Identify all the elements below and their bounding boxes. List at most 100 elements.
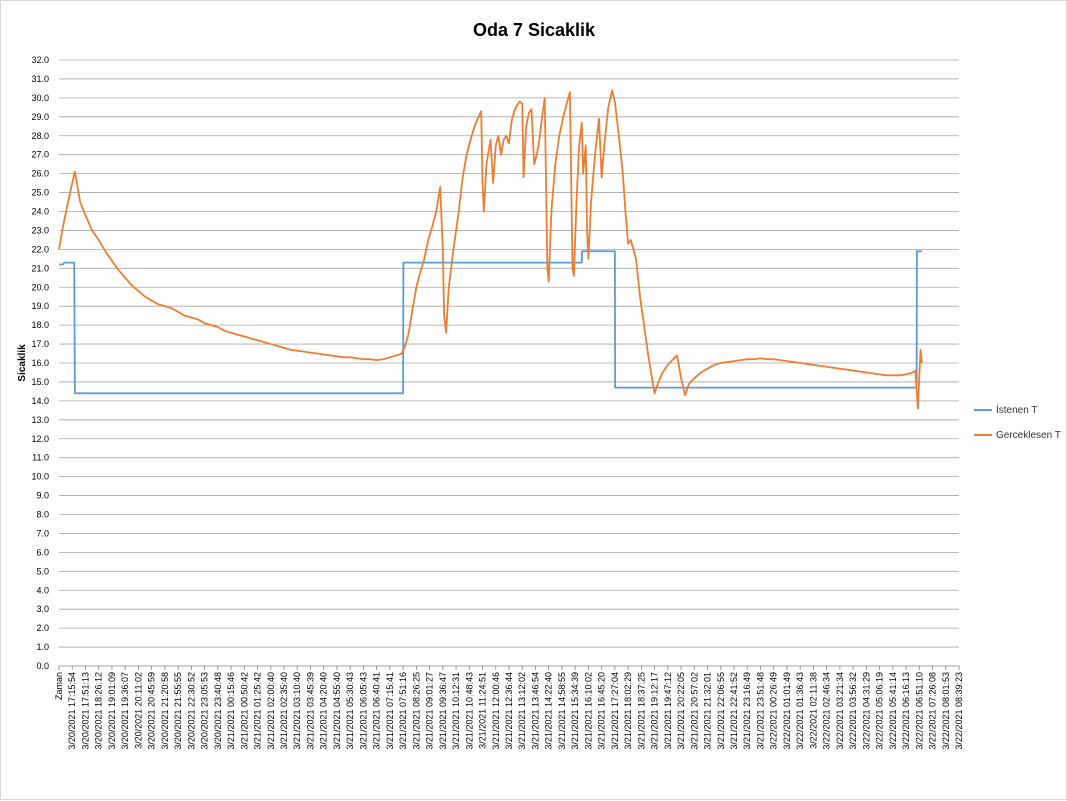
y-tick-label: 0.0 [36, 661, 49, 671]
x-tick-label: 3/20/2021 21:55:55 [173, 672, 183, 750]
x-tick-label: 3/22/2021 08:01:53 [941, 672, 951, 750]
x-tick-label: 3/21/2021 18:37:25 [636, 672, 646, 750]
x-tick-label: 3/21/2021 13:12:02 [517, 672, 527, 750]
x-tick-label: 3/21/2021 07:51:16 [398, 672, 408, 750]
y-tick-label: 20.0 [31, 282, 49, 292]
x-tick-label: 3/21/2021 06:05:43 [358, 672, 368, 750]
x-tick-label: 3/22/2021 08:39:23 [954, 672, 964, 750]
x-tick-label: 3/21/2021 06:40:41 [372, 672, 382, 750]
x-tick-label: 3/20/2021 22:30:52 [186, 672, 196, 750]
x-tick-label: 3/21/2021 12:36:44 [504, 672, 514, 750]
x-tick-label: 3/20/2021 19:01:09 [107, 672, 117, 750]
x-tick-label: 3/21/2021 02:35:40 [279, 672, 289, 750]
y-tick-label: 2.0 [36, 623, 49, 633]
x-tick-label: 3/21/2021 16:10:02 [583, 672, 593, 750]
y-tick-label: 16.0 [31, 358, 49, 368]
y-tick-label: 1.0 [36, 642, 49, 652]
y-tick-label: 24.0 [31, 207, 49, 217]
x-tick-label: 3/21/2021 03:45:39 [305, 672, 315, 750]
y-tick-label: 3.0 [36, 604, 49, 614]
x-tick-label: 3/21/2021 20:57:02 [689, 672, 699, 750]
x-tick-label: 3/20/2021 17:15:54 [67, 672, 77, 750]
x-tick-label: 3/22/2021 02:46:34 [822, 672, 832, 750]
x-tick-label: 3/21/2021 09:36:47 [438, 672, 448, 750]
x-tick-label: 3/21/2021 13:46:54 [530, 672, 540, 750]
y-tick-label: 7.0 [36, 528, 49, 538]
y-tick-label: 25.0 [31, 188, 49, 198]
series-line-istenen [59, 250, 922, 395]
x-tick-label: 3/20/2021 17:51:13 [80, 672, 90, 750]
y-tick-label: 22.0 [31, 244, 49, 254]
y-tick-label: 23.0 [31, 225, 49, 235]
x-tick-label: 3/21/2021 14:58:55 [557, 672, 567, 750]
x-tick-label: 3/21/2021 01:25:42 [253, 672, 263, 750]
x-tick-label: 3/21/2021 22:41:52 [729, 672, 739, 750]
y-tick-label: 29.0 [31, 112, 49, 122]
x-tick-label: 3/22/2021 06:16:13 [901, 672, 911, 750]
legend: İstenen T Gerceklesen T [974, 403, 1061, 441]
y-tick-label: 8.0 [36, 510, 49, 520]
x-tick-label: 3/22/2021 05:06:19 [875, 672, 885, 750]
gridlines [59, 59, 959, 667]
x-tick-label: 3/21/2021 00:50:42 [239, 672, 249, 750]
x-axis-ticks: Zaman 3/20/2021 17:15:54 3/20/2021 17:51:1… [54, 666, 964, 750]
y-tick-label: 11.0 [32, 453, 49, 463]
x-tick-label: 3/22/2021 03:56:32 [848, 672, 858, 750]
x-tick-label: 3/21/2021 17:27:04 [610, 672, 620, 750]
x-tick-label: 3/22/2021 01:01:49 [782, 672, 792, 750]
x-tick-label: 3/21/2021 19:47:12 [663, 672, 673, 750]
x-tick-label: 3/21/2021 10:48:43 [464, 672, 474, 750]
x-tick-label: 3/21/2021 05:30:43 [345, 672, 355, 750]
x-tick-label: 3/21/2021 14:22:40 [544, 672, 554, 750]
x-tick-label: 3/22/2021 01:36:43 [795, 672, 805, 750]
x-tick-label: 3/21/2021 23:16:49 [742, 672, 752, 750]
x-tick-label: 3/20/2021 20:11:02 [133, 672, 143, 749]
x-tick-label: 3/21/2021 04:55:40 [332, 672, 342, 750]
y-tick-label: 17.0 [31, 339, 49, 349]
x-tick-label: 3/21/2021 23:51:48 [755, 672, 765, 750]
x-tick-label: 3/21/2021 12:00:46 [491, 672, 501, 750]
y-tick-label: 5.0 [36, 566, 49, 576]
x-tick-label: 3/20/2021 21:20:58 [160, 672, 170, 750]
y-tick-label: 30.0 [31, 93, 49, 103]
legend-label-istenen: İstenen T [996, 403, 1038, 416]
x-tick-label: 3/20/2021 23:05:53 [200, 672, 210, 750]
x-tick-label: 3/22/2021 00:26:49 [769, 672, 779, 750]
x-tick-label: 3/21/2021 02:00:40 [266, 672, 276, 750]
x-tick-label: 3/20/2021 18:26:12 [94, 672, 104, 750]
x-tick-label: 3/21/2021 22:06:55 [716, 672, 726, 750]
y-tick-label: 32.0 [31, 55, 49, 65]
x-tick-label: 3/21/2021 15:34:39 [570, 672, 580, 750]
y-tick-label: 21.0 [31, 263, 49, 273]
x-tick-label: 3/21/2021 18:02:29 [623, 672, 633, 750]
y-axis-ticks: 0.0 1.0 2.0 3.0 4.0 5.0 6.0 7.0 8.0 9.0 10.0 11.0 12… [31, 55, 49, 671]
y-axis-label: Sicaklik [17, 344, 28, 382]
x-tick-label: 3/22/2021 03:21:34 [835, 672, 845, 750]
series-lines [58, 89, 923, 410]
y-tick-label: 28.0 [31, 131, 49, 141]
x-tick-label: 3/21/2021 21:32:01 [703, 672, 713, 750]
x-tick-label: 3/21/2021 10:12:31 [451, 672, 461, 750]
x-tick-label: 3/20/2021 20:45:59 [147, 672, 157, 750]
x-tick-label: 3/21/2021 20:22:05 [676, 672, 686, 750]
y-tick-label: 27.0 [31, 150, 49, 160]
y-tick-label: 10.0 [31, 472, 49, 482]
y-tick-label: 19.0 [31, 301, 49, 311]
y-tick-label: 4.0 [36, 585, 49, 595]
chart-title: Oda 7 Sicaklik [473, 20, 596, 40]
x-tick-label: Zaman [54, 672, 64, 700]
x-tick-label: 3/21/2021 04:20:40 [319, 672, 329, 750]
x-tick-label: 3/21/2021 08:26:25 [411, 672, 421, 750]
x-tick-label: 3/22/2021 07:26:08 [928, 672, 938, 750]
x-tick-label: 3/21/2021 19:12:17 [650, 672, 660, 750]
x-tick-label: 3/20/2021 19:36:07 [120, 672, 130, 750]
x-tick-label: 3/22/2021 02:11:38 [808, 672, 818, 749]
x-tick-label: 3/21/2021 03:10:40 [292, 672, 302, 750]
y-tick-label: 9.0 [36, 491, 49, 501]
legend-label-gerceklesen: Gerceklesen T [996, 430, 1061, 441]
x-tick-label: 3/21/2021 16:45:20 [597, 672, 607, 750]
legend-entry-istenen: İstenen T [974, 403, 1038, 416]
y-tick-label: 15.0 [31, 377, 49, 387]
